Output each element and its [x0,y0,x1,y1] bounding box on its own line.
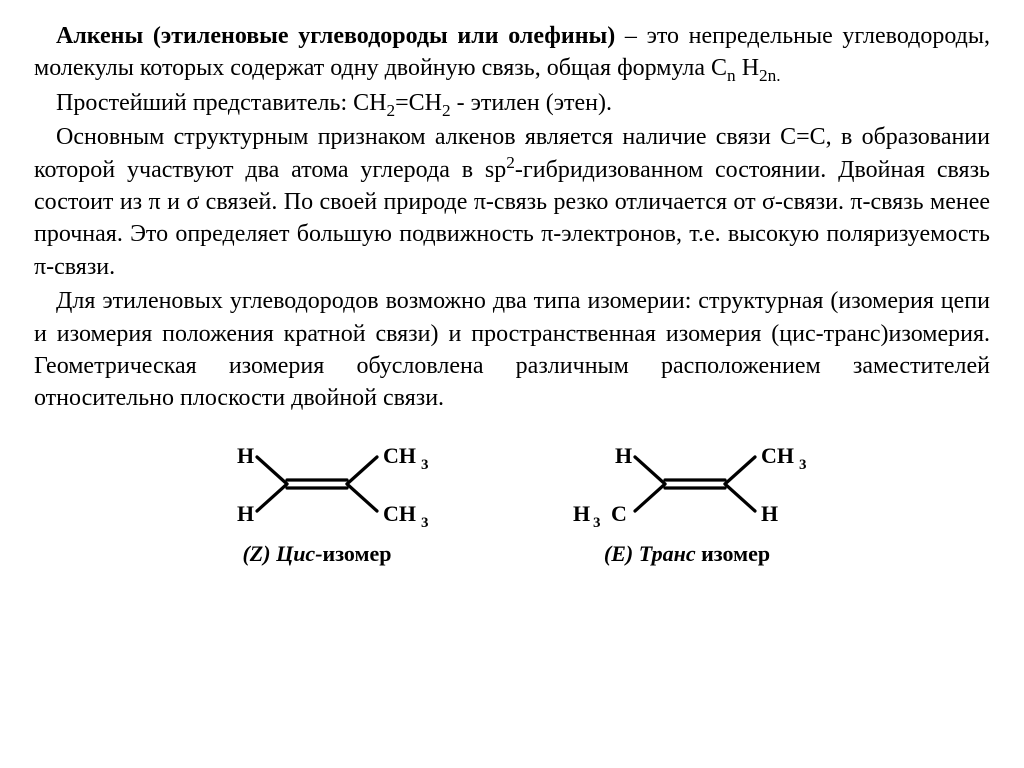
paragraph-representative: Простейший представитель: CH2=CH2 - этил… [34,87,990,119]
svg-text:3: 3 [593,515,601,531]
svg-text:3: 3 [799,457,807,473]
molecule-row: HHCH3CH3 (Z) Цис-изомер HHC3CH3H (E) Тра… [34,429,990,567]
svg-text:CH: CH [383,501,416,526]
cis-caption-ital: Цис- [276,541,322,566]
trans-isomer-diagram: HHC3CH3H [537,429,837,539]
cis-isomer-block: H H CH 3 CH 3 (Z) Цис-изомер [187,429,447,567]
cis-caption-prefix: (Z) [242,541,276,566]
svg-text:C: C [611,501,627,526]
trans-caption-prefix: (E) [604,541,639,566]
p3-sup: 2 [506,153,515,172]
svg-text:CH: CH [383,443,416,468]
paragraph-structure: Основным структурным признаком алкенов я… [34,121,990,283]
p1-sub-n: n [727,66,736,85]
document-page: Алкены (этиленовые углеводороды или олеф… [0,0,1024,768]
svg-text:H: H [615,443,632,468]
p2-sub1: 2 [386,101,395,120]
svg-text:H: H [761,501,778,526]
p2-c: - этилен (этен). [451,90,612,116]
svg-text:H: H [237,501,254,526]
term-bold: Алкены (этиленовые углеводороды или олеф… [56,23,615,49]
p2-sub2: 2 [442,101,451,120]
svg-text:3: 3 [421,515,429,531]
p2-a: Простейший представитель: CH [56,90,386,116]
trans-isomer-block: HHC3CH3H (E) Транс изомер [537,429,837,567]
paragraph-isomerism: Для этиленовых углеводородов возможно дв… [34,285,990,415]
cis-caption: (Z) Цис-изомер [187,541,447,567]
svg-text:H: H [573,501,590,526]
p1-sub-2n: 2n. [759,66,781,85]
p1-mid: H [736,55,759,81]
trans-caption: (E) Транс изомер [537,541,837,567]
svg-text:CH: CH [761,443,794,468]
cis-caption-rest: изомер [323,541,392,566]
paragraph-definition: Алкены (этиленовые углеводороды или олеф… [34,20,990,85]
trans-caption-ital: Транс [639,541,696,566]
p2-b: =CH [395,90,442,116]
svg-text:3: 3 [421,457,429,473]
trans-caption-rest: изомер [696,541,770,566]
svg-text:H: H [237,443,254,468]
cis-isomer-diagram: H H CH 3 CH 3 [187,429,447,539]
